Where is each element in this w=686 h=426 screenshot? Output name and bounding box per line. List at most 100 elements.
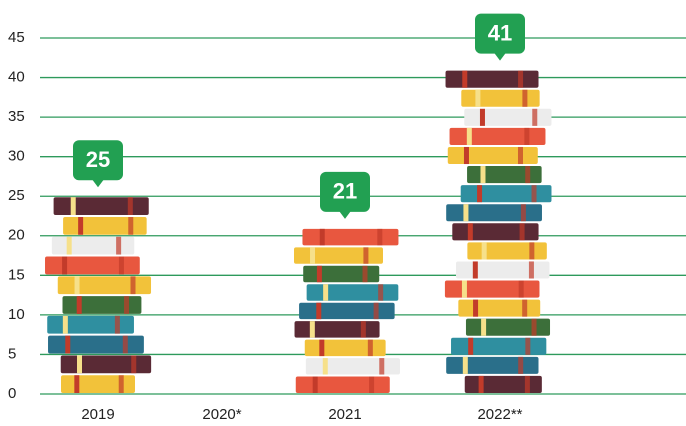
book-band [309,321,315,338]
book [47,315,134,334]
book-band [62,256,68,275]
book-band [525,337,531,355]
book [451,337,547,355]
book-band [310,247,316,264]
book-band [472,261,478,279]
book-band [467,223,473,241]
book-band [480,166,486,184]
book-band [131,355,137,374]
book-band [462,356,468,374]
book-band [379,358,385,375]
book-band [114,315,120,334]
book [465,318,551,336]
book [63,217,147,235]
book-band [76,296,82,314]
book [460,185,552,203]
book [455,261,550,279]
book [305,358,400,375]
book-band [532,108,538,126]
book-band [319,228,325,246]
book-band [519,223,525,241]
book-band [462,70,468,88]
book [294,321,380,338]
book-band [518,280,524,298]
book-band [475,89,481,107]
book [303,265,380,283]
y-tick-label: 0 [8,385,16,402]
book [446,356,539,374]
book [467,166,542,184]
book-band [529,242,535,260]
book-band [522,299,528,317]
value-callout: 25 [73,140,123,188]
book [51,236,135,255]
book-band [78,217,84,235]
x-tick-label: 2022** [477,406,522,423]
book-band [468,337,474,355]
book-band [130,276,136,295]
x-tick-label: 2019 [81,406,114,423]
book-band [66,236,72,255]
book-band [316,265,322,283]
book-band [520,204,526,222]
book-band [377,228,383,246]
book [299,302,395,320]
book [467,242,547,260]
book-band [124,296,130,314]
book [57,276,152,295]
y-tick-label: 10 [8,306,25,323]
book [294,247,383,264]
book-band [524,127,530,145]
book-band [473,299,479,317]
book-band [74,276,80,295]
value-callout: 21 [320,171,370,219]
book-band [122,335,128,354]
y-tick-label: 20 [8,227,25,244]
book-band [128,217,134,235]
callout-pointer [339,210,351,219]
y-tick-label: 25 [8,187,25,204]
book-band [479,108,485,126]
value-label: 21 [333,179,357,204]
book-band [531,318,537,336]
book [302,228,399,246]
book-band [312,376,318,393]
book-band [463,146,469,165]
book [445,70,539,88]
book-band [367,339,373,357]
book-band [65,335,71,354]
book-band [518,70,524,88]
book-band [478,375,484,393]
y-tick-label: 30 [8,148,25,165]
book-band [360,321,366,338]
book-band [481,318,487,336]
y-tick-label: 35 [8,108,25,125]
book-band [373,302,379,320]
book-band [528,261,534,279]
book-band [517,146,523,165]
book-stack [45,197,152,393]
book [304,339,386,357]
book [444,280,540,298]
book-band [522,89,528,107]
x-tick-label: 2021 [328,406,361,423]
book-band [518,356,524,374]
book [446,204,542,222]
book [295,376,390,393]
y-tick-label: 40 [8,69,25,86]
book-stack [444,70,552,393]
book-band [118,375,124,393]
x-tick-label: 2020* [202,406,241,423]
book [452,223,539,241]
book-band [463,204,469,222]
book [464,375,542,393]
y-tick-label: 5 [8,345,16,362]
book-band [481,242,487,260]
callout-box [73,140,123,181]
callout-box [475,13,525,54]
callout-box [320,171,370,212]
book [306,284,399,301]
book [61,375,135,393]
book-band [127,197,133,215]
